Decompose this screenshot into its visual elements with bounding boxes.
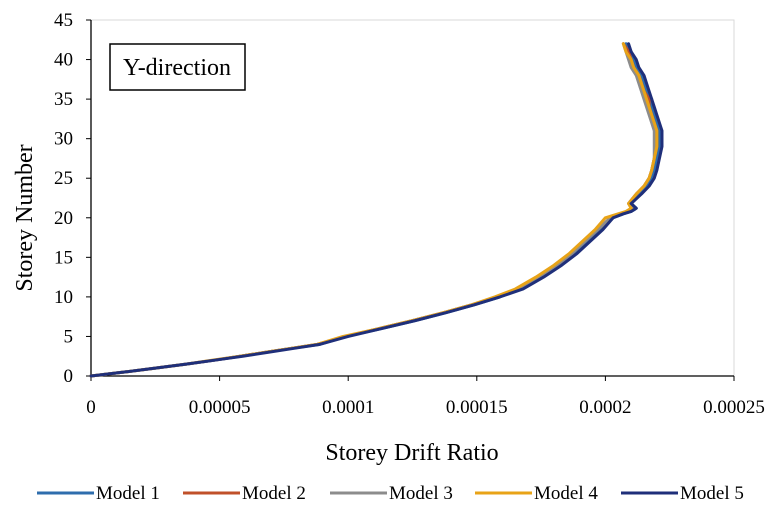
x-tick-label: 0.00005 [189, 397, 251, 418]
x-tick-label: 0.00025 [703, 397, 765, 418]
y-tick-label: 10 [54, 287, 73, 308]
x-axis-ticks: 0 0.00005 0.0001 0.00015 0.0002 0.00025 [86, 376, 765, 418]
legend: Model 1 Model 2 Model 3 Model 4 Model 5 [37, 483, 744, 504]
x-axis-title: Storey Drift Ratio [325, 440, 498, 466]
y-tick-label: 25 [54, 168, 73, 189]
legend-label: Model 5 [680, 483, 744, 504]
legend-label: Model 2 [242, 483, 306, 504]
y-tick-label: 0 [64, 366, 74, 387]
y-tick-label: 35 [54, 89, 73, 110]
y-axis-title: Storey Number [12, 144, 38, 291]
y-tick-label: 15 [54, 247, 73, 268]
annotation-box [109, 43, 246, 91]
x-tick-label: 0 [86, 397, 96, 418]
y-tick-label: 5 [64, 326, 74, 347]
series-layer [89, 42, 664, 378]
x-tick-label: 0.0002 [579, 397, 631, 418]
series-line-model-5 [89, 42, 664, 378]
annotation-text: Y-direction [123, 55, 231, 81]
y-tick-label: 40 [54, 50, 73, 71]
legend-label: Model 4 [534, 483, 598, 504]
y-direction-annotation: Y-direction [109, 43, 246, 91]
y-tick-label: 20 [54, 208, 73, 229]
x-tick-label: 0.0001 [322, 397, 374, 418]
legend-label: Model 1 [96, 483, 160, 504]
y-tick-label: 45 [54, 10, 73, 31]
y-axis-ticks: 0 5 10 15 20 25 30 35 40 45 [54, 10, 91, 387]
x-tick-label: 0.00015 [446, 397, 508, 418]
legend-label: Model 3 [389, 483, 453, 504]
y-tick-label: 30 [54, 129, 73, 150]
